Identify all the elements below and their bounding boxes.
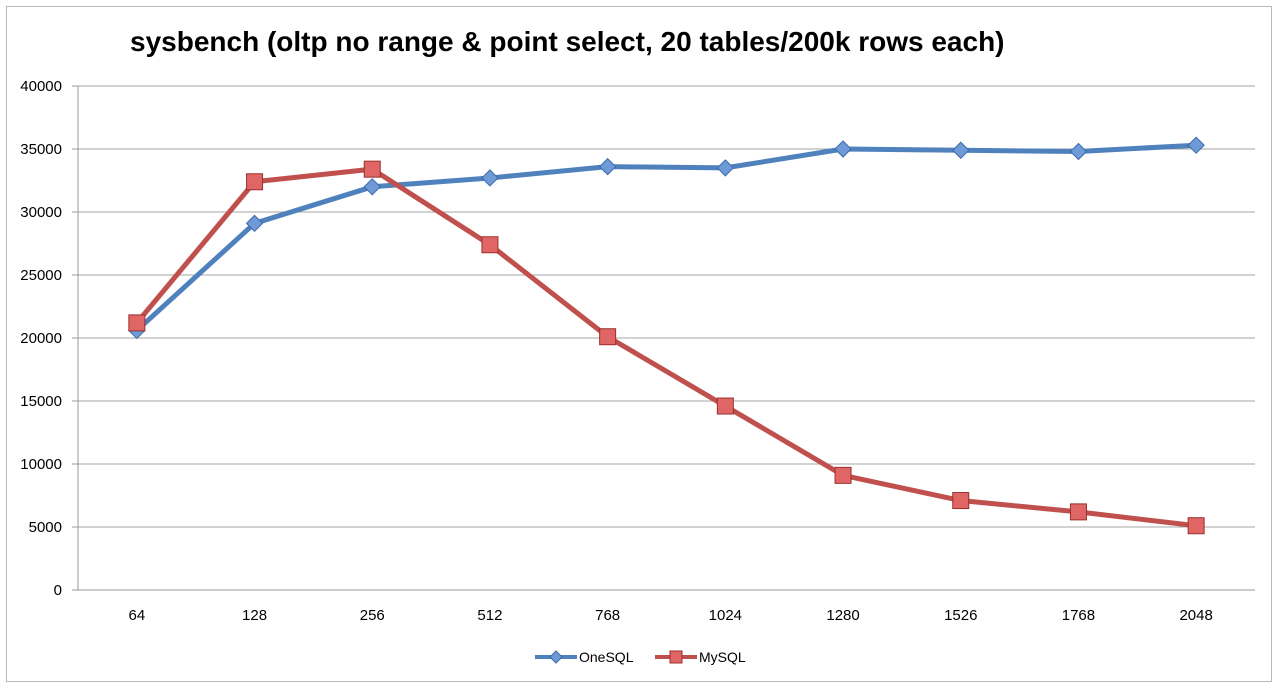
data-point-onesql bbox=[598, 157, 617, 176]
data-point-onesql bbox=[834, 140, 852, 158]
data-point-mysql bbox=[363, 160, 381, 178]
data-point-mysql bbox=[246, 173, 264, 191]
data-point-onesql bbox=[952, 141, 970, 159]
x-tick-label: 2048 bbox=[1179, 607, 1212, 624]
data-point-onesql bbox=[1187, 136, 1205, 154]
data-point-mysql bbox=[834, 466, 852, 484]
chart-frame bbox=[6, 6, 1272, 682]
y-tick-label: 40000 bbox=[20, 78, 62, 95]
y-tick-label: 5000 bbox=[29, 519, 62, 536]
data-point-mysql bbox=[599, 328, 617, 346]
legend-label-onesql: OneSQL bbox=[579, 649, 634, 665]
y-tick-label: 10000 bbox=[20, 456, 62, 473]
chart-title: sysbench (oltp no range & point select, … bbox=[130, 26, 1005, 57]
series-line-mysql bbox=[134, 166, 1199, 529]
y-tick-label: 20000 bbox=[20, 330, 62, 347]
legend-marker-mysql bbox=[669, 650, 683, 664]
data-point-mysql bbox=[481, 236, 499, 254]
x-tick-label: 64 bbox=[129, 607, 146, 624]
data-point-mysql bbox=[716, 397, 734, 415]
series-line-onesql bbox=[134, 142, 1199, 333]
x-tick-label: 1280 bbox=[826, 607, 859, 624]
data-point-mysql bbox=[128, 314, 146, 332]
data-point-mysql bbox=[952, 492, 970, 510]
x-tick-label: 768 bbox=[595, 607, 620, 624]
data-point-mysql bbox=[1069, 503, 1087, 521]
data-point-onesql bbox=[363, 178, 381, 196]
legend-marker-onesql bbox=[549, 650, 563, 664]
data-point-onesql bbox=[716, 159, 735, 177]
legend-label-mysql: MySQL bbox=[699, 649, 746, 665]
y-tick-label: 25000 bbox=[20, 267, 62, 284]
data-point-onesql bbox=[481, 169, 499, 187]
data-point-mysql bbox=[1187, 517, 1205, 535]
x-tick-label: 1526 bbox=[944, 607, 977, 624]
data-point-onesql bbox=[1069, 142, 1088, 161]
y-tick-label: 30000 bbox=[20, 204, 62, 221]
y-tick-label: 35000 bbox=[20, 141, 62, 158]
x-tick-label: 1768 bbox=[1062, 607, 1095, 624]
y-tick-label: 15000 bbox=[20, 393, 62, 410]
x-tick-label: 128 bbox=[242, 607, 267, 624]
y-tick-label: 0 bbox=[54, 582, 62, 599]
x-tick-label: 256 bbox=[360, 607, 385, 624]
data-point-onesql bbox=[245, 214, 264, 233]
x-tick-label: 1024 bbox=[709, 607, 742, 624]
x-tick-label: 512 bbox=[477, 607, 502, 624]
